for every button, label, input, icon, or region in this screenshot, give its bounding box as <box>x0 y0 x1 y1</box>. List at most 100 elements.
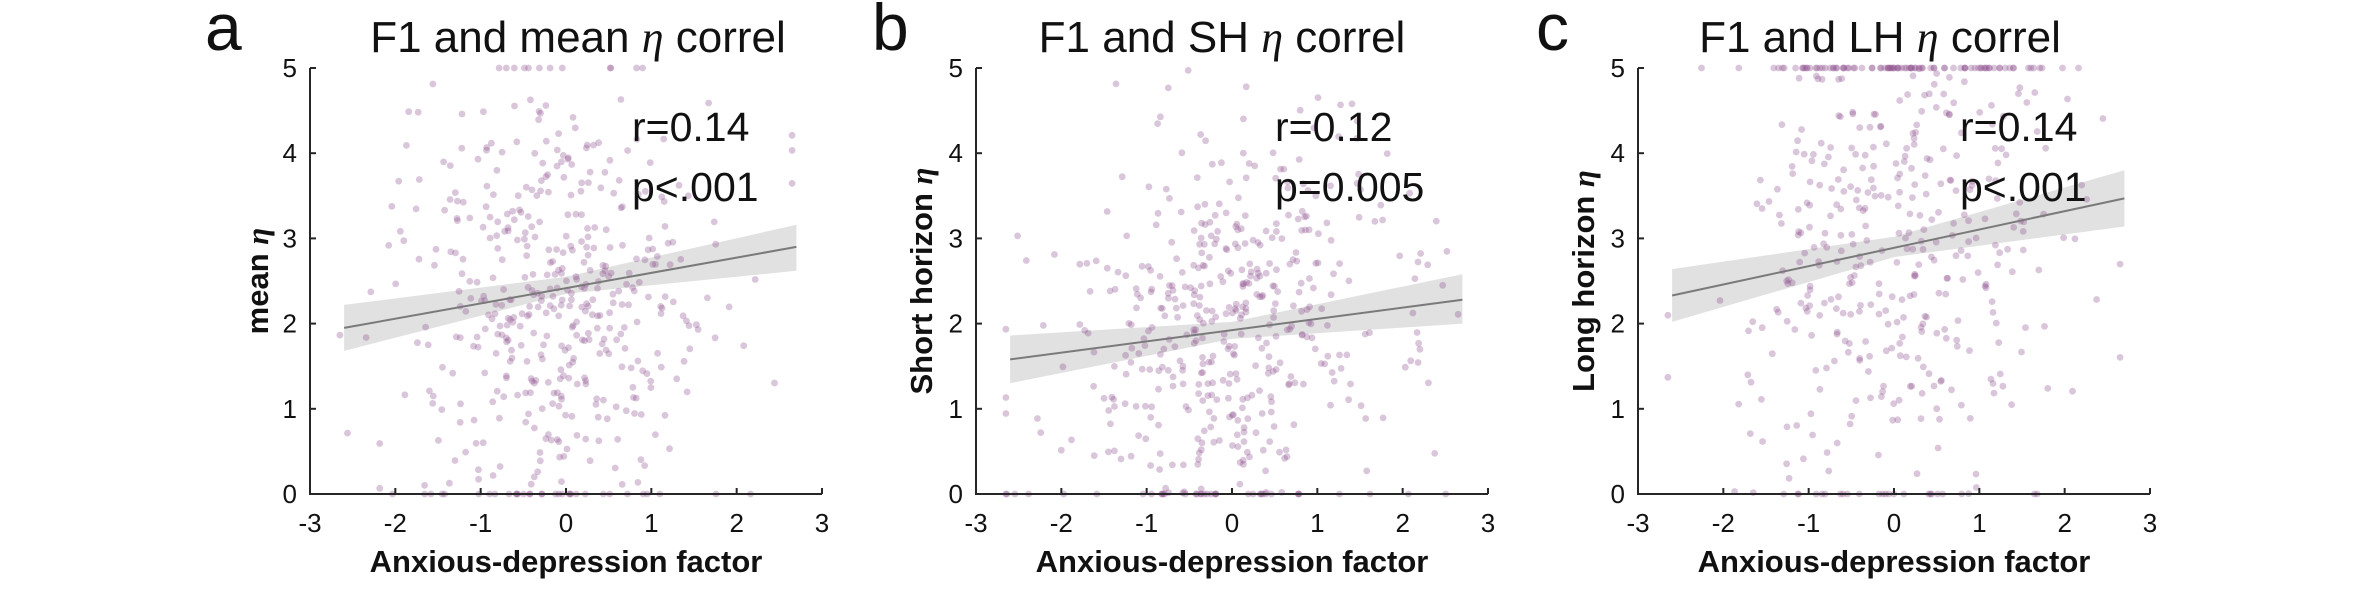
data-point <box>454 197 461 205</box>
data-point <box>1974 269 1982 276</box>
x-tick-label: 0 <box>1887 508 1901 538</box>
data-point <box>1833 64 1841 72</box>
data-point <box>624 147 631 154</box>
data-point <box>527 375 535 382</box>
data-point <box>1921 312 1929 320</box>
data-point <box>1783 423 1791 431</box>
data-point <box>567 191 575 199</box>
data-point <box>502 334 510 342</box>
data-point <box>2031 89 2039 96</box>
data-point <box>1353 135 1361 142</box>
data-point <box>1264 369 1272 377</box>
data-point <box>1357 186 1364 194</box>
data-point <box>1833 330 1841 338</box>
data-point <box>1220 338 1228 345</box>
data-point <box>2023 99 2031 106</box>
data-point <box>1267 408 1275 416</box>
data-point <box>1157 113 1164 121</box>
data-point <box>1155 385 1162 393</box>
data-point <box>1222 245 1230 252</box>
x-tick-label: 3 <box>2143 508 2157 538</box>
data-point <box>1208 358 1215 366</box>
data-point <box>1813 64 1821 72</box>
data-point <box>563 445 571 453</box>
data-point <box>1246 260 1254 268</box>
data-point <box>1965 217 1972 225</box>
data-point <box>1827 296 1835 303</box>
data-point <box>452 333 460 341</box>
data-point <box>1792 64 1799 72</box>
data-point <box>553 246 560 253</box>
data-point <box>553 146 561 154</box>
data-point <box>1239 149 1247 157</box>
data-point <box>498 256 506 264</box>
data-point <box>1281 454 1288 462</box>
data-point <box>1243 448 1251 456</box>
data-point <box>1195 381 1203 388</box>
data-point <box>2093 296 2101 303</box>
data-point <box>1240 428 1248 436</box>
data-point <box>1952 252 1960 260</box>
data-point <box>1286 325 1294 333</box>
data-point <box>1909 194 1916 202</box>
data-point <box>569 358 577 366</box>
data-point <box>566 302 573 310</box>
data-point <box>710 218 718 226</box>
data-point <box>1937 377 1945 385</box>
data-point <box>1867 301 1875 308</box>
data-point <box>483 144 491 151</box>
data-point <box>522 389 529 397</box>
data-point <box>1844 348 1852 356</box>
data-point <box>376 484 384 492</box>
data-point <box>2022 324 2029 331</box>
data-point <box>1211 211 1219 219</box>
data-point <box>2016 84 2024 92</box>
data-point <box>1890 64 1897 72</box>
data-point <box>1345 277 1353 285</box>
data-point <box>466 214 474 222</box>
data-point <box>1253 265 1261 273</box>
data-point <box>1877 123 1884 131</box>
data-point <box>632 394 640 402</box>
data-point <box>1747 378 1755 386</box>
data-point <box>1954 317 1962 324</box>
data-point <box>1118 173 1126 181</box>
data-point <box>458 270 466 278</box>
data-point <box>1933 329 1941 337</box>
data-point <box>1816 181 1824 189</box>
regression-line <box>343 245 797 329</box>
data-point <box>496 414 503 422</box>
data-point <box>1226 178 1233 186</box>
data-point <box>1749 318 1757 326</box>
data-point <box>532 377 540 384</box>
data-point <box>2002 151 2010 159</box>
data-point <box>593 324 601 332</box>
data-point <box>584 225 591 232</box>
data-point <box>1996 64 2004 72</box>
data-point <box>1123 232 1131 240</box>
data-point <box>1285 380 1293 388</box>
data-point <box>1927 64 1934 72</box>
data-point <box>572 210 580 218</box>
data-point <box>549 293 557 300</box>
data-point <box>1852 150 1859 158</box>
x-tick-label: 3 <box>815 508 829 538</box>
data-point <box>1937 180 1945 188</box>
data-point <box>1884 64 1892 72</box>
data-point <box>538 297 545 305</box>
data-point <box>1913 470 1921 478</box>
data-point <box>1812 64 1820 72</box>
data-point <box>1950 64 1957 72</box>
data-point <box>516 322 524 330</box>
data-point <box>480 108 487 116</box>
data-point <box>562 232 570 240</box>
data-point <box>1866 352 1873 360</box>
data-point <box>2078 181 2086 189</box>
data-point <box>538 405 546 412</box>
data-point <box>596 350 604 357</box>
data-point <box>633 64 640 72</box>
data-point <box>1288 322 1295 330</box>
data-point <box>1252 429 1260 437</box>
data-point <box>1220 330 1228 338</box>
